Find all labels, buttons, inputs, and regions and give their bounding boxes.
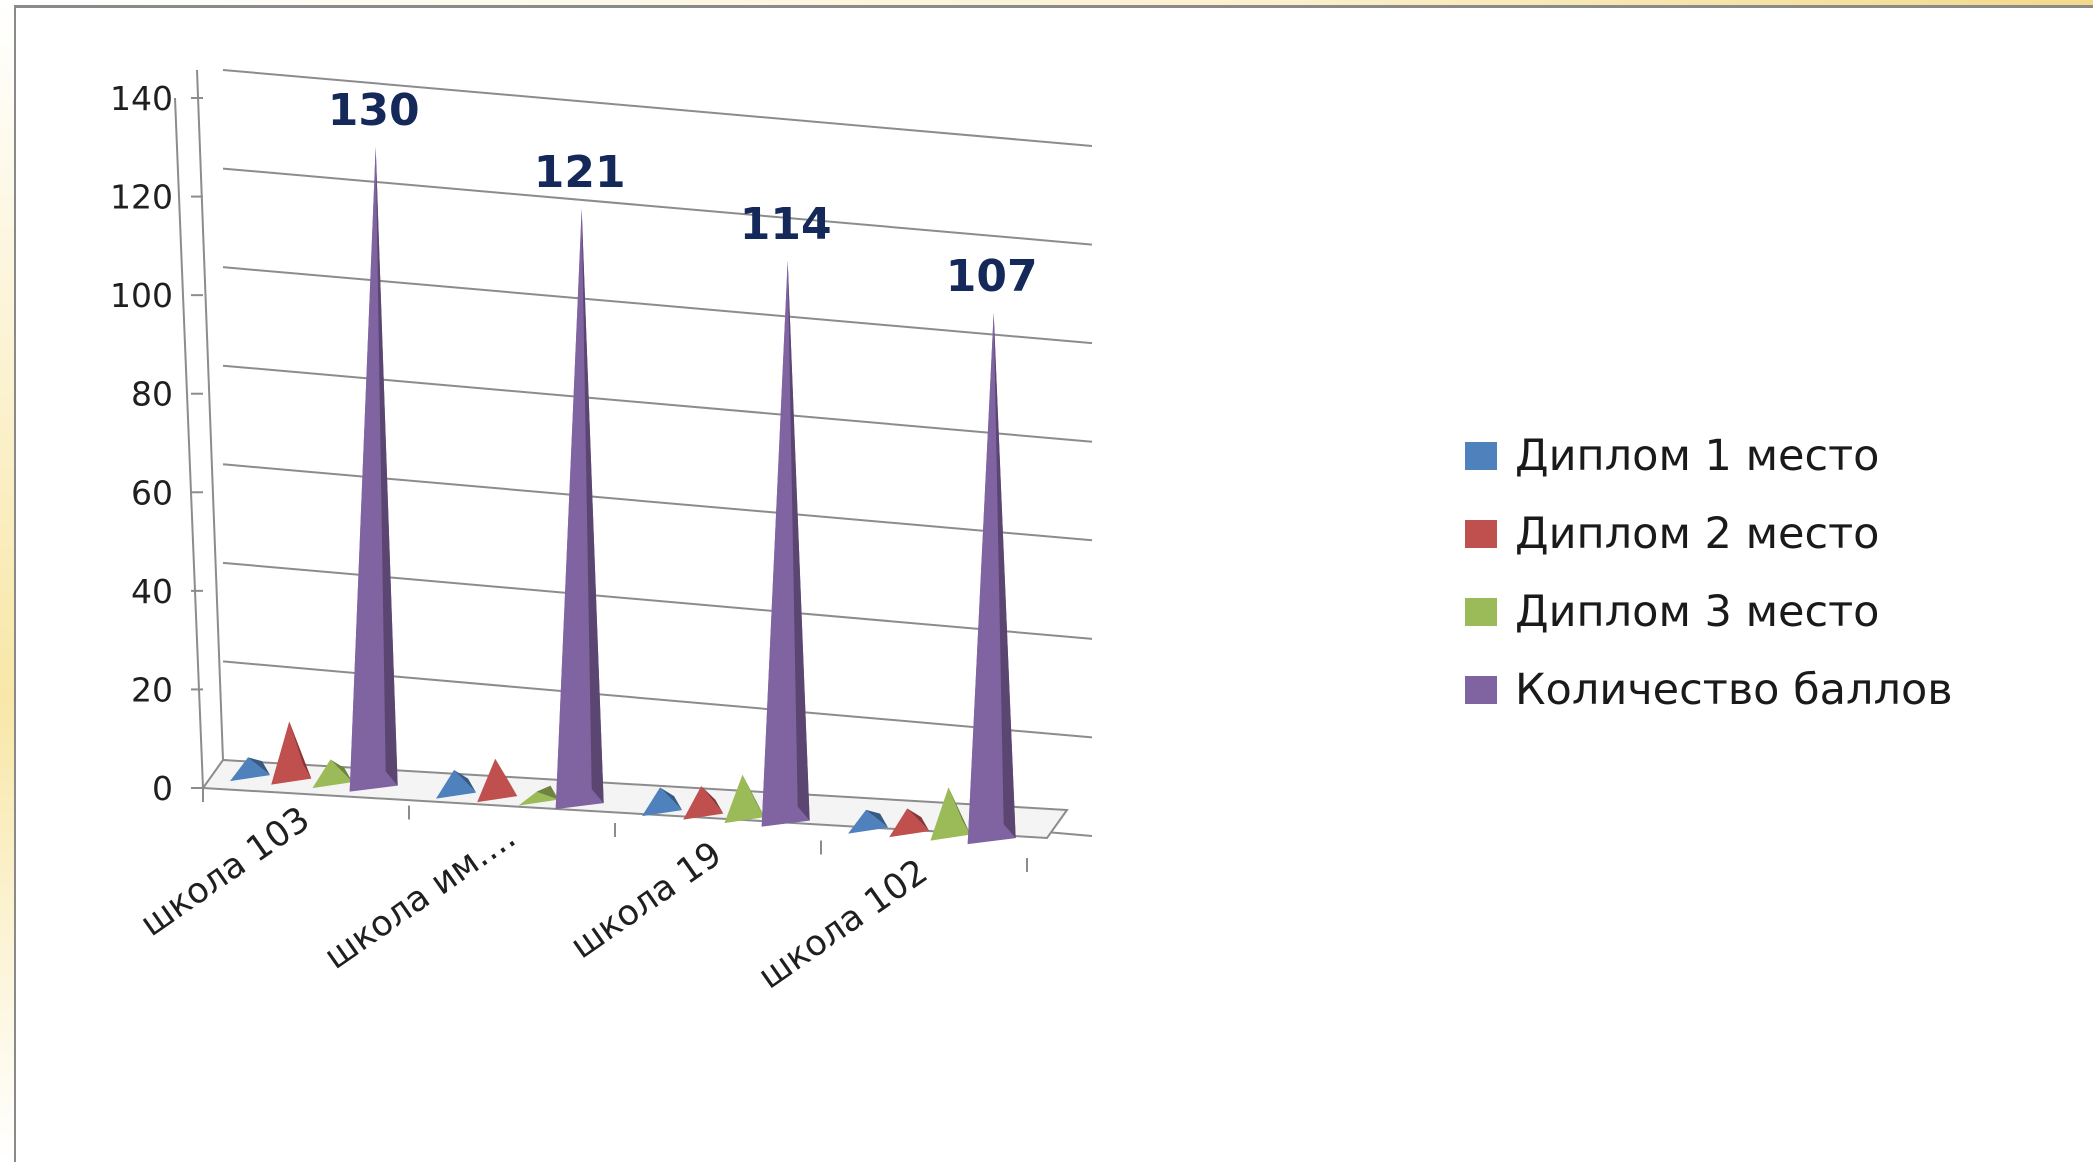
data-label: 130 [328,85,420,136]
pyramid-face-front [518,791,559,806]
pyramid-face-front [477,758,518,803]
data-label: 114 [740,199,832,250]
y-axis-line [174,97,204,789]
pyramid-face-right [742,774,765,818]
pyramid-bar [271,721,312,785]
gridline [222,561,1093,640]
back-wall-edge [196,69,224,761]
x-category-label: школа им.... [317,817,523,978]
y-tick-label: 60 [131,473,173,512]
x-category-label: школа 103 [133,799,317,944]
data-label: 121 [534,147,626,198]
pyramid-bar [761,260,810,827]
pyramid-face-right [330,759,353,783]
legend-label: Диплом 2 место [1515,509,1879,559]
pyramid-face-right [866,809,889,828]
legend-label: Диплом 3 место [1515,587,1879,637]
legend-item: Диплом 3 место [1465,587,1879,637]
gridline [222,266,1093,345]
pyramid-bar [848,809,889,834]
y-tick-label: 100 [110,276,173,315]
y-tick-label: 20 [131,670,173,709]
y-tick-label: 140 [110,79,173,118]
pyramid-face-front [312,759,353,789]
pyramid-face-right [536,785,559,800]
pyramid-bar [477,758,518,803]
pyramid-face-right [660,787,683,811]
pyramid-face-front [230,757,271,782]
y-tick-label: 40 [131,572,173,611]
pyramid-bar [889,808,930,838]
data-label: 107 [946,251,1038,302]
pyramid-face-front [436,770,477,799]
pyramid-face-right [993,312,1016,839]
x-category-label: школа 19 [564,834,730,967]
pyramid-bar [349,146,398,792]
pyramid-face-front [683,786,724,820]
pyramid-face-front [642,787,683,817]
pyramid-face-right [907,808,930,832]
pyramid-face-front [848,809,889,834]
y-tick-label: 0 [152,769,173,808]
pyramid-bar [518,785,559,806]
pyramid-face-front [889,808,930,838]
pyramid-face-front [271,721,312,785]
pyramid-bar [967,312,1016,845]
legend-swatch [1465,676,1497,704]
legend-item: Диплом 2 место [1465,509,1879,559]
legend-item: Количество баллов [1465,665,1953,715]
pyramid-bar [555,208,604,810]
pyramid-face-right [581,208,604,804]
pyramid-face-right [289,721,312,779]
x-category-label: школа 102 [751,852,935,997]
pyramid-bar [930,787,971,841]
pyramid-bar [436,770,477,799]
gridline [222,463,1093,542]
pyramid-bar [683,786,724,820]
legend-swatch [1465,442,1497,470]
gridline [222,69,1093,147]
legend-label: Количество баллов [1515,665,1953,715]
gridline [222,364,1093,443]
pyramid-bar [312,759,353,789]
legend-item: Диплом 1 место [1465,431,1879,481]
legend-swatch [1465,598,1497,626]
pyramid-bar [724,774,765,824]
pyramid-face-right [375,146,398,786]
y-tick-label: 80 [131,375,173,414]
pyramid-bar [642,787,683,817]
gridline [222,167,1093,246]
pyramid-face-right [495,758,518,797]
pyramid-face-front [930,787,971,841]
legend-label: Диплом 1 место [1515,431,1879,481]
pyramid-face-right [454,770,477,793]
pyramid-face-right [701,786,724,814]
pyramid-bar [230,757,271,782]
y-tick-label: 120 [110,178,173,217]
pyramid-face-right [787,260,810,821]
pyramid-face-right [948,787,971,835]
legend-swatch [1465,520,1497,548]
pyramid-face-front [724,774,765,824]
pyramid-face-right [248,757,271,776]
